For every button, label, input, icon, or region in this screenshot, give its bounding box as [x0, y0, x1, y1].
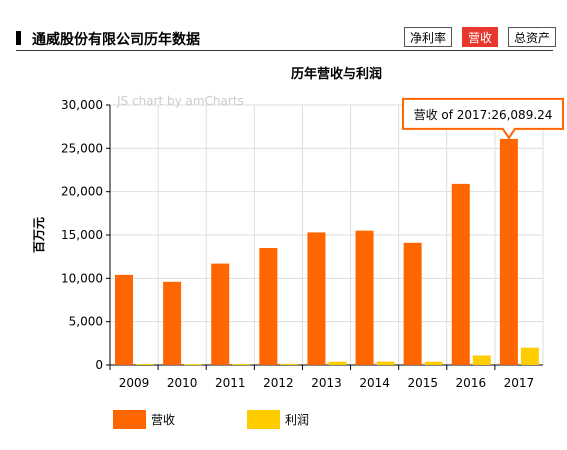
chart-title: 历年营收与利润: [291, 66, 382, 82]
profit-bar[interactable]: [520, 347, 539, 365]
profit-bar[interactable]: [136, 363, 154, 365]
x-tick-label: 2015: [407, 376, 438, 390]
x-tick-label: 2009: [119, 376, 150, 390]
x-tick-label: 2016: [456, 376, 487, 390]
x-tick-label: 2014: [359, 376, 390, 390]
tab-total-assets[interactable]: 总资产: [508, 27, 556, 47]
y-axis-label: 百万元: [32, 217, 46, 253]
legend-swatch[interactable]: [247, 410, 280, 429]
tooltip-text: 营收 of 2017:26,089.24: [414, 108, 553, 122]
tooltip-balloon: [402, 97, 564, 140]
x-tick-label: 2013: [311, 376, 342, 390]
header-divider: [16, 50, 553, 51]
x-tick-label: 2012: [263, 376, 294, 390]
profit-bar[interactable]: [184, 364, 203, 366]
y-tick-label: 0: [95, 358, 103, 372]
revenue-bar[interactable]: [403, 242, 422, 365]
y-tick-label: 5,000: [69, 315, 103, 329]
revenue-bar[interactable]: [211, 263, 230, 365]
y-tick-label: 10,000: [61, 271, 103, 285]
profit-bar[interactable]: [424, 361, 443, 365]
x-tick-label: 2010: [167, 376, 198, 390]
page-header: 通威股份有限公司历年数据: [16, 26, 553, 52]
y-tick-label: 30,000: [61, 98, 103, 112]
revenue-bar[interactable]: [259, 248, 278, 365]
x-tick-label: 2011: [215, 376, 246, 390]
page-title: 通威股份有限公司历年数据: [32, 32, 200, 48]
y-tick-label: 25,000: [61, 141, 103, 155]
header-marker: [16, 31, 21, 45]
profit-bar[interactable]: [472, 355, 491, 365]
profit-bar[interactable]: [328, 361, 347, 365]
revenue-bar[interactable]: [355, 230, 374, 365]
y-tick-label: 20,000: [61, 185, 103, 199]
revenue-bar[interactable]: [163, 281, 182, 365]
legend-label[interactable]: 利润: [285, 413, 309, 427]
revenue-bar[interactable]: [307, 232, 326, 365]
legend-label[interactable]: 营收: [151, 413, 175, 427]
legend-swatch[interactable]: [113, 410, 146, 429]
profit-bar[interactable]: [376, 361, 395, 365]
x-tick-label: 2017: [504, 376, 535, 390]
revenue-bar[interactable]: [499, 138, 518, 365]
tab-net-margin[interactable]: 净利率: [404, 27, 452, 47]
profit-bar[interactable]: [232, 364, 251, 366]
watermark: JS chart by amCharts: [116, 94, 244, 108]
revenue-bar[interactable]: [451, 183, 470, 365]
tab-revenue[interactable]: 营收: [462, 27, 498, 47]
y-tick-label: 15,000: [61, 228, 103, 242]
revenue-bar[interactable]: [115, 274, 133, 365]
profit-bar[interactable]: [280, 363, 299, 365]
